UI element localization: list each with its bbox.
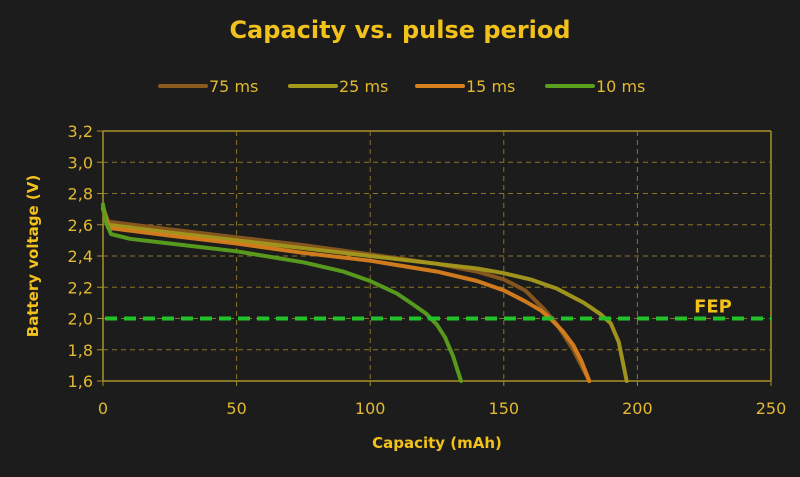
y-tick-label: 1,8 <box>68 341 93 360</box>
y-tick-label: 2,4 <box>68 247 93 266</box>
x-axis-label: Capacity (mAh) <box>372 434 502 452</box>
y-tick-labels: 1,6 1,8 2,0 2,2 2,4 2,6 2,8 3,0 3,2 <box>68 122 93 391</box>
y-tick-label: 2,0 <box>68 310 93 329</box>
legend-label: 15 ms <box>466 77 515 96</box>
fep-label: FEP <box>694 297 732 318</box>
series-lines <box>101 202 629 383</box>
y-tick-label: 2,6 <box>68 216 93 235</box>
legend-label: 75 ms <box>209 77 258 96</box>
legend-item: 10 ms <box>545 77 645 96</box>
y-tick-label: 3,2 <box>68 122 93 141</box>
axes <box>97 130 772 386</box>
x-tick-label: 200 <box>622 399 653 418</box>
reference-lines: FEP <box>105 297 771 321</box>
legend-item: 75 ms <box>158 77 258 96</box>
x-tick-labels: 0 50 100 150 200 250 <box>98 399 786 418</box>
series-line-15-ms <box>101 204 592 383</box>
x-tick-label: 150 <box>489 399 520 418</box>
y-tick-label: 3,0 <box>68 153 93 172</box>
y-axis-label: Battery voltage (V) <box>24 175 42 337</box>
legend: 75 ms 25 ms 15 ms 10 ms <box>158 77 645 96</box>
y-tick-label: 1,6 <box>68 372 93 391</box>
x-tick-label: 50 <box>226 399 246 418</box>
legend-label: 25 ms <box>339 77 388 96</box>
grid <box>103 131 771 381</box>
y-tick-label: 2,2 <box>68 278 93 297</box>
series-line-25-ms <box>101 207 629 383</box>
x-tick-label: 100 <box>355 399 386 418</box>
legend-item: 25 ms <box>288 77 388 96</box>
y-tick-label: 2,8 <box>68 185 93 204</box>
chart-title: Capacity vs. pulse period <box>229 16 570 44</box>
series-line-10-ms <box>101 202 463 383</box>
x-tick-label: 250 <box>756 399 787 418</box>
legend-label: 10 ms <box>596 77 645 96</box>
x-tick-label: 0 <box>98 399 108 418</box>
legend-item: 15 ms <box>415 77 515 96</box>
